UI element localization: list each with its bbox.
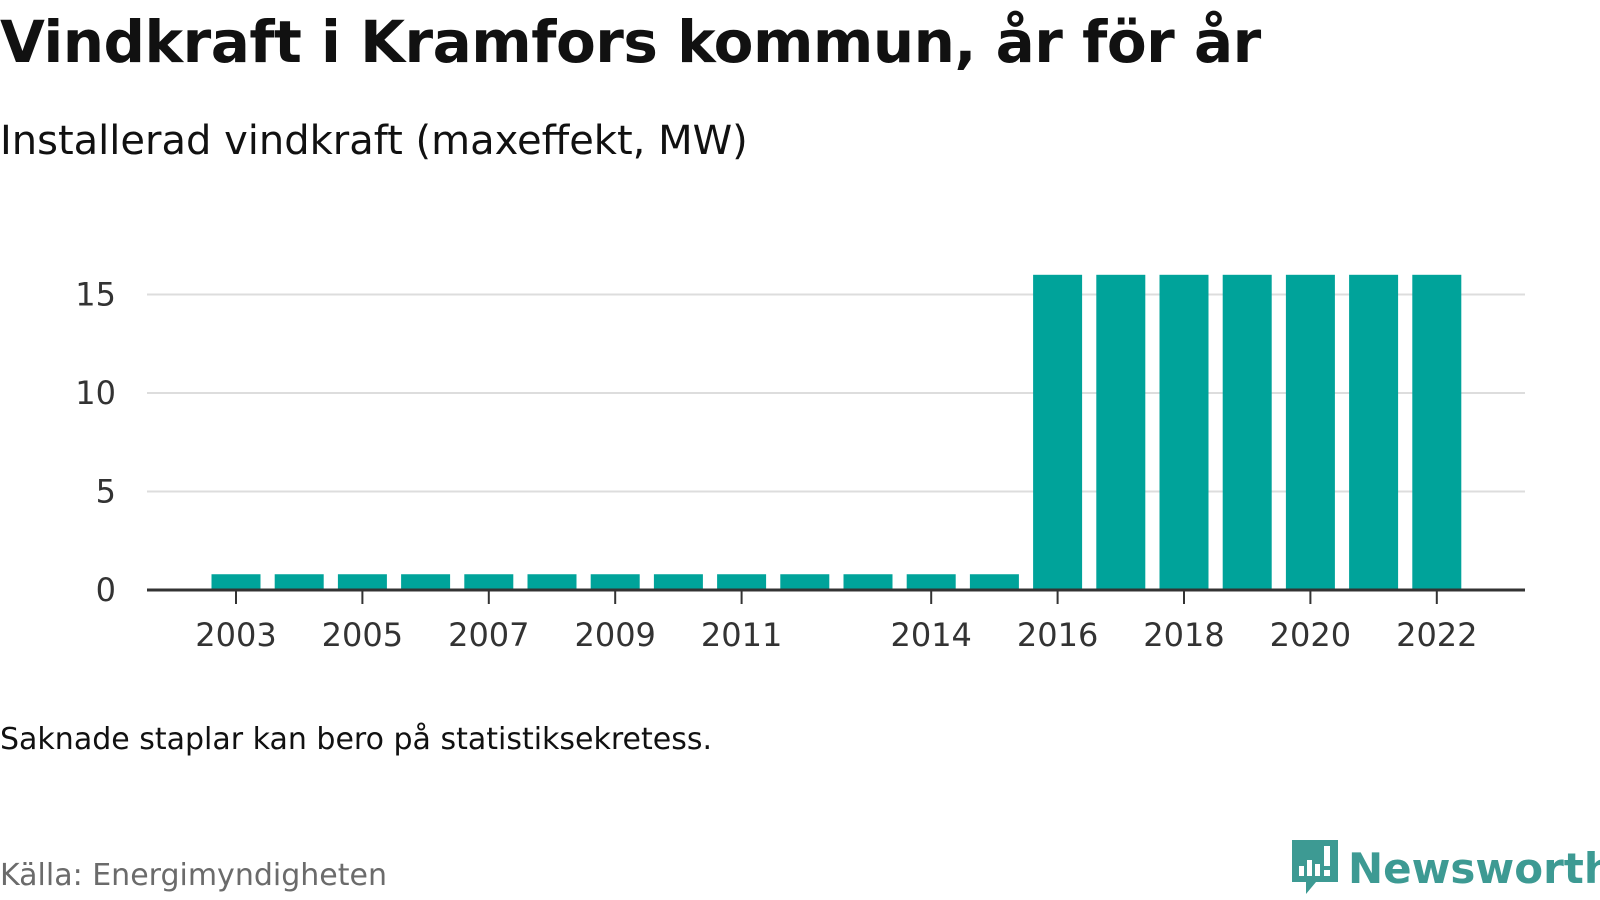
- bar-2004: [274, 574, 324, 590]
- x-tick-labels: 2003 2005 2007 2009 2011 2014 2016 2018 2020 2022: [195, 616, 1477, 654]
- bar-2015: [969, 574, 1019, 590]
- bar-2006: [401, 574, 451, 590]
- bar-2022: [1412, 274, 1462, 590]
- source-label: Källa: Energimyndigheten: [0, 858, 387, 893]
- x-tick-label: 2009: [574, 616, 655, 654]
- x-tick-label: 2007: [448, 616, 529, 654]
- x-tick-label: 2003: [195, 616, 276, 654]
- chart-title: Vindkraft i Kramfors kommun, år för år: [0, 8, 1261, 76]
- bar-2018: [1159, 274, 1209, 590]
- bar-2005: [337, 574, 387, 590]
- bar-2017: [1096, 274, 1146, 590]
- chart-subtitle: Installerad vindkraft (maxeffekt, MW): [0, 118, 748, 164]
- footnote: Saknade staplar kan bero på statistiksek…: [0, 722, 713, 757]
- x-tick-label: 2020: [1270, 616, 1351, 654]
- bar-2020: [1285, 274, 1335, 590]
- y-tick-label: 0: [96, 571, 116, 609]
- bar-2021: [1349, 274, 1399, 590]
- bar-2019: [1222, 274, 1272, 590]
- bar-2009: [590, 574, 640, 590]
- bar-2010: [653, 574, 703, 590]
- bar-2008: [527, 574, 577, 590]
- bar-2003: [211, 574, 261, 590]
- y-tick-label: 10: [75, 374, 116, 412]
- x-tick-label: 2016: [1017, 616, 1098, 654]
- x-axis: [147, 588, 1525, 604]
- bar-2016: [1033, 274, 1083, 590]
- x-tick-label: 2005: [322, 616, 403, 654]
- bar-2011: [717, 574, 767, 590]
- bar-2013: [843, 574, 893, 590]
- bar-2012: [780, 574, 830, 590]
- x-tick-label: 2011: [701, 616, 782, 654]
- x-tick-label: 2014: [890, 616, 971, 654]
- x-tick-label: 2022: [1396, 616, 1477, 654]
- brand-name: Newsworthy: [1348, 843, 1600, 893]
- y-tick-label: 5: [96, 473, 116, 511]
- y-tick-labels: 0 5 10 15: [75, 276, 116, 610]
- bar-2007: [464, 574, 514, 590]
- y-tick-label: 15: [75, 276, 116, 314]
- bar-2014: [906, 574, 956, 590]
- newsworthy-logo-icon: [1292, 840, 1338, 894]
- x-tick-label: 2018: [1143, 616, 1224, 654]
- brand-logo: Newsworthy: [1290, 838, 1600, 898]
- bars: [211, 274, 1462, 590]
